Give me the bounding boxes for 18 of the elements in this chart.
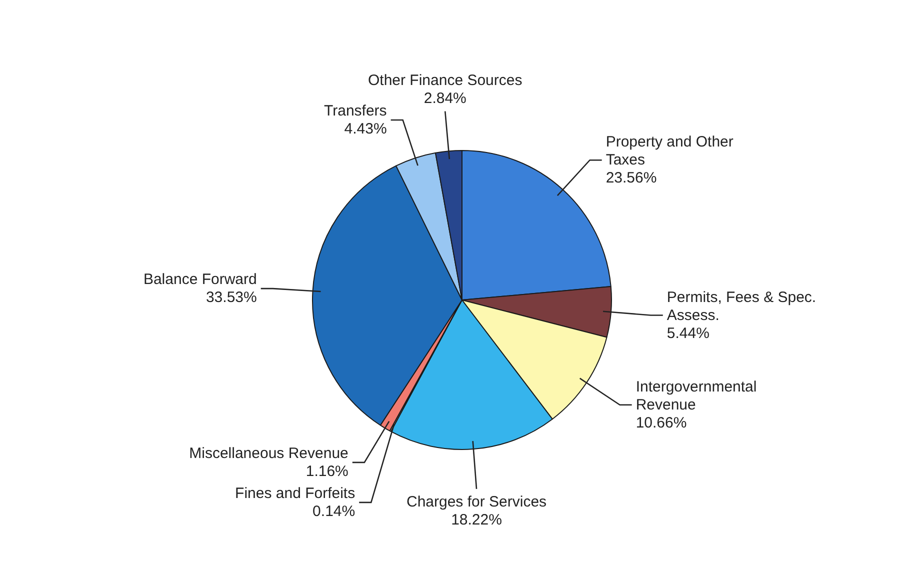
data-label: 1.16% [306, 463, 348, 480]
slice-label: Miscellaneous Revenue [189, 445, 348, 462]
slice-label: Transfers [324, 102, 387, 120]
slice-label: Intergovernmental Revenue [636, 378, 757, 414]
data-label: 10.66% [636, 414, 687, 432]
slice-label: Permits, Fees & Spec. Assess. [666, 288, 816, 324]
slice-label: Fines and Forfeits [235, 485, 356, 502]
data-label: 2.84% [424, 90, 466, 107]
slice-label: Other Finance Sources [368, 72, 522, 89]
data-label: 5.44% [666, 324, 710, 342]
slice-label: Balance Forward [143, 271, 257, 288]
data-label: 18.22% [451, 512, 502, 529]
data-label: 4.43% [344, 120, 387, 138]
slice-label: Charges for Services [406, 494, 547, 511]
data-label: 33.53% [206, 289, 257, 306]
data-label: 0.14% [312, 503, 356, 520]
data-label: 23.56% [606, 170, 657, 187]
slice-label: Property and Other Taxes [606, 134, 734, 169]
